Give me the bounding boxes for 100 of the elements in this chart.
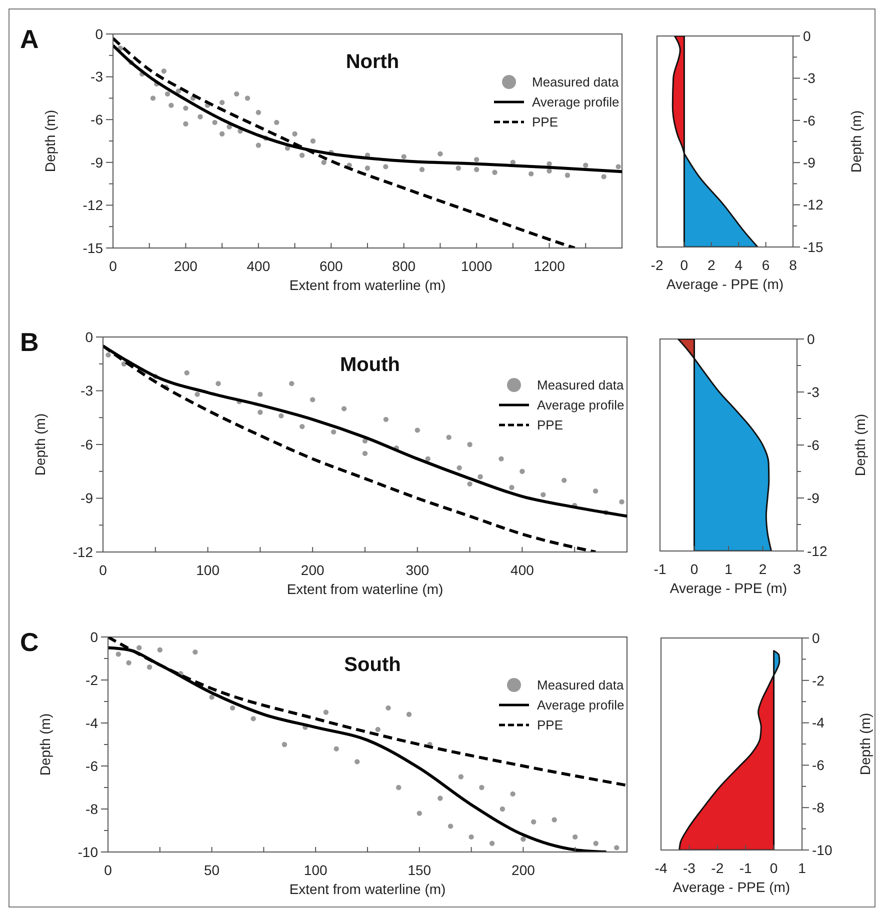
point (183, 106, 188, 111)
point (562, 478, 567, 483)
y-axis-title: Depth (m) (857, 712, 873, 776)
text: C (20, 627, 39, 657)
point (164, 91, 170, 97)
y-tick-label: 0 (95, 26, 104, 42)
point (282, 742, 288, 748)
x-tick-label: 400 (246, 258, 270, 274)
x-tick-label: 2 (758, 561, 767, 577)
point (592, 488, 598, 494)
point (500, 806, 506, 812)
y-tick-label: -2 (86, 672, 98, 688)
x-axis-title: Extent from waterline (m) (289, 881, 446, 897)
point (474, 156, 480, 162)
point (219, 131, 225, 136)
point (157, 647, 162, 652)
y-tick-label: -2 (812, 672, 825, 688)
y-tick-label: -6 (807, 436, 820, 453)
point (256, 110, 262, 116)
point (310, 397, 316, 402)
x-tick-label: 100 (196, 562, 220, 578)
x-tick-label: -2 (650, 257, 664, 273)
x-tick-label: 8 (789, 257, 798, 273)
x-tick-label: -4 (654, 860, 668, 876)
x-axis-title: Average - PPE (m) (672, 879, 790, 895)
point (364, 166, 370, 171)
y-axis-title: Depth (m) (32, 413, 48, 476)
y-axis-title: Depth (m) (848, 110, 864, 173)
x-tick-label: 0 (690, 561, 698, 577)
point (386, 705, 391, 711)
point (498, 456, 504, 462)
point (321, 160, 326, 165)
x-tick-label: 100 (304, 862, 328, 878)
x-tick-label: -2 (711, 860, 724, 876)
point (230, 705, 236, 711)
point (192, 649, 198, 655)
point (401, 154, 406, 160)
point (492, 170, 498, 175)
legend-label: Average profile (537, 698, 624, 713)
y-axis-title: Depth (m) (37, 713, 53, 776)
point (209, 694, 214, 700)
point (136, 645, 142, 650)
point (310, 138, 316, 144)
y-tick-label: -4 (812, 714, 825, 731)
x-tick-label: -1 (654, 561, 666, 577)
point (456, 465, 462, 470)
text: A (20, 24, 39, 54)
x-tick-label: 1 (798, 860, 806, 876)
y-tick-label: -6 (80, 436, 94, 452)
point (194, 392, 200, 397)
y-tick-label: -3 (807, 384, 820, 400)
text: Mouth (340, 354, 400, 376)
legend-label: Measured data (532, 74, 620, 90)
point (593, 840, 598, 846)
y-tick-label: -3 (803, 70, 816, 86)
point (446, 434, 452, 440)
point (478, 474, 483, 480)
point (150, 96, 156, 101)
x-axis-title: Average - PPE (m) (670, 580, 788, 596)
point (234, 91, 240, 97)
point (323, 710, 329, 715)
text: B (20, 327, 39, 357)
x-tick-label: 2 (708, 257, 716, 273)
point (601, 174, 606, 180)
point (479, 784, 484, 790)
point (458, 774, 464, 780)
point (362, 450, 368, 456)
point (176, 88, 182, 94)
point (619, 499, 624, 504)
text: North (346, 51, 400, 73)
point (614, 845, 620, 850)
legend-label: PPE (532, 114, 558, 130)
y-tick-label: -4 (86, 714, 98, 731)
y-tick-label: -10 (812, 842, 832, 858)
point (216, 380, 221, 386)
y-tick-label: -8 (812, 800, 825, 816)
point (467, 481, 472, 487)
point (425, 456, 430, 462)
y-tick-label: -8 (86, 800, 98, 817)
point (546, 161, 552, 166)
x-tick-label: 300 (406, 562, 430, 578)
point (198, 114, 203, 120)
x-tick-label: 4 (734, 257, 743, 273)
y-tick-label: 0 (803, 28, 811, 44)
point (438, 796, 443, 801)
point (212, 120, 218, 126)
point (250, 716, 256, 722)
x-tick-label: 600 (319, 258, 344, 274)
y-tick-label: -6 (90, 112, 104, 128)
y-tick-label: 0 (807, 330, 815, 347)
x-tick-label: 1200 (534, 258, 566, 274)
x-axis-title: Extent from waterline (m) (289, 277, 446, 293)
point (416, 810, 422, 816)
point (258, 410, 263, 415)
point (583, 162, 588, 168)
point (468, 834, 474, 840)
legend-label: Measured data (537, 378, 624, 393)
x-tick-label: 200 (300, 562, 324, 578)
point (456, 166, 461, 171)
point (509, 484, 514, 490)
